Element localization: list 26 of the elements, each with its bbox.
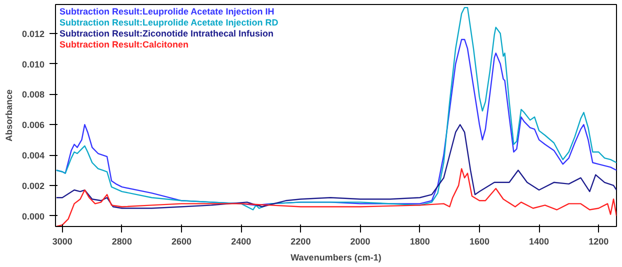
x-tick-label: 2800	[112, 236, 132, 246]
y-tick-label: 0.008	[22, 90, 45, 100]
x-axis-title: Wavenumbers (cm-1)	[290, 252, 382, 262]
y-tick-label: 0.000	[22, 211, 45, 222]
line-series	[56, 124, 616, 209]
x-tick-label: 2600	[172, 236, 192, 246]
y-tick-label: 0.004	[22, 150, 45, 161]
line-series	[56, 168, 616, 226]
y-tick-label: 0.006	[22, 120, 45, 130]
x-tick-label: 1600	[469, 236, 490, 246]
x-tick-label: 2000	[350, 236, 370, 246]
x-tick-label: 1200	[588, 236, 609, 246]
x-tick-label: 3000	[52, 236, 72, 246]
text: Subtraction Result:Calcitonen	[60, 40, 189, 50]
x-tick-label: 1800	[410, 236, 430, 246]
x-tick-label: 2200	[290, 236, 311, 246]
x-tick-label: 2400	[231, 236, 252, 246]
y-tick-label: 0.012	[22, 28, 45, 39]
text: Subtraction Result:Leuprolide Acetate Injection IH	[60, 6, 274, 16]
y-tick-label: 0.010	[22, 59, 45, 70]
text: Subtraction Result:Leuprolide Acetate Injection RD	[60, 18, 279, 28]
x-tick-label: 1400	[529, 236, 550, 246]
y-tick-label: 0.002	[22, 180, 45, 191]
y-axis-title: Absorbance	[4, 89, 14, 142]
line-series	[56, 6, 616, 210]
text: Subtraction Result:Ziconotide Intrathecal Infusion	[60, 28, 274, 38]
